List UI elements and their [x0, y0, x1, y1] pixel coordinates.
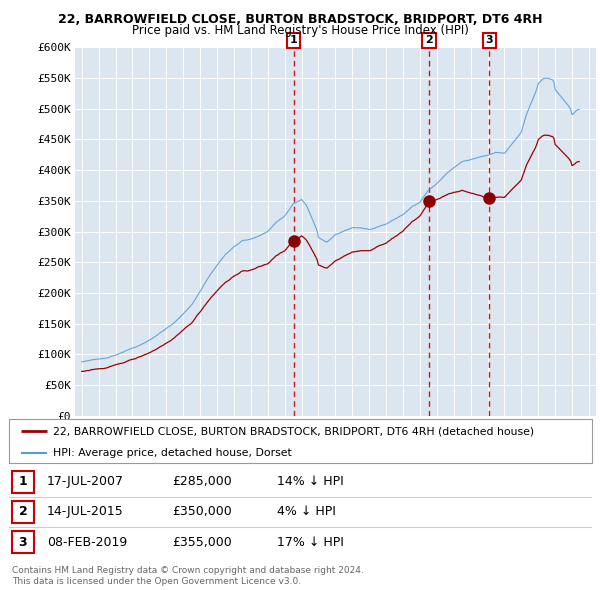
Text: 17-JUL-2007: 17-JUL-2007 — [47, 475, 124, 488]
Text: £355,000: £355,000 — [172, 536, 232, 549]
Text: 22, BARROWFIELD CLOSE, BURTON BRADSTOCK, BRIDPORT, DT6 4RH: 22, BARROWFIELD CLOSE, BURTON BRADSTOCK,… — [58, 13, 542, 26]
Text: 1: 1 — [290, 35, 298, 45]
Text: 4% ↓ HPI: 4% ↓ HPI — [277, 505, 336, 519]
FancyBboxPatch shape — [12, 471, 34, 493]
Text: 3: 3 — [485, 35, 493, 45]
FancyBboxPatch shape — [12, 531, 34, 553]
Text: 2: 2 — [425, 35, 433, 45]
Text: £350,000: £350,000 — [172, 505, 232, 519]
Text: 22, BARROWFIELD CLOSE, BURTON BRADSTOCK, BRIDPORT, DT6 4RH (detached house): 22, BARROWFIELD CLOSE, BURTON BRADSTOCK,… — [53, 427, 534, 436]
Text: This data is licensed under the Open Government Licence v3.0.: This data is licensed under the Open Gov… — [12, 577, 301, 586]
Text: 1: 1 — [19, 475, 28, 488]
Text: 3: 3 — [19, 536, 28, 549]
Text: 2: 2 — [19, 505, 28, 519]
FancyBboxPatch shape — [12, 501, 34, 523]
Text: 14-JUL-2015: 14-JUL-2015 — [47, 505, 124, 519]
Text: 08-FEB-2019: 08-FEB-2019 — [47, 536, 127, 549]
Text: £285,000: £285,000 — [172, 475, 232, 488]
Text: 14% ↓ HPI: 14% ↓ HPI — [277, 475, 344, 488]
Text: Contains HM Land Registry data © Crown copyright and database right 2024.: Contains HM Land Registry data © Crown c… — [12, 566, 364, 575]
Text: 17% ↓ HPI: 17% ↓ HPI — [277, 536, 344, 549]
Text: HPI: Average price, detached house, Dorset: HPI: Average price, detached house, Dors… — [53, 448, 292, 458]
Text: Price paid vs. HM Land Registry's House Price Index (HPI): Price paid vs. HM Land Registry's House … — [131, 24, 469, 37]
